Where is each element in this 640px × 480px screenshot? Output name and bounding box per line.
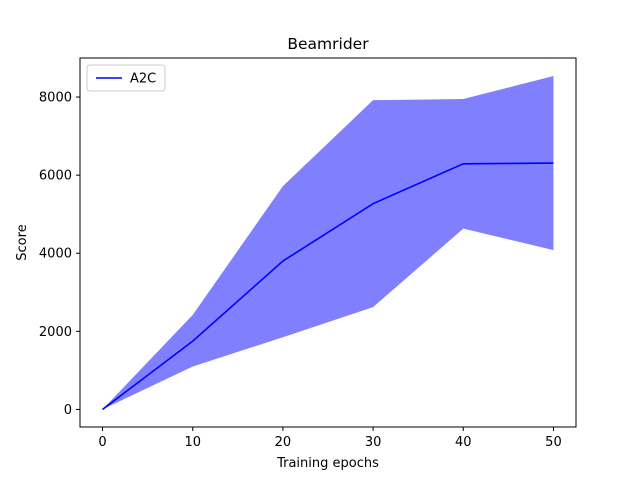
x-axis-ticks: 0 10 20 30 40 50 [98, 427, 562, 450]
y-tick-label: 4000 [39, 247, 72, 262]
x-tick-label: 30 [365, 435, 382, 450]
y-tick-label: 8000 [39, 91, 72, 106]
legend-box [86, 64, 166, 92]
legend-label-a2c: A2C [130, 72, 156, 87]
axes-frame [79, 57, 577, 428]
x-tick-label: 40 [455, 435, 472, 450]
series-line-a2c [102, 162, 554, 411]
chart-title: Beamrider [287, 35, 369, 53]
x-tick-label: 10 [184, 435, 201, 450]
y-tick-label: 0 [64, 403, 72, 418]
y-tick-label: 2000 [39, 325, 72, 340]
x-tick-label: 20 [275, 435, 292, 450]
confidence-band [102, 75, 554, 410]
y-axis-ticks: 0 2000 4000 6000 8000 [39, 91, 80, 418]
x-tick-label: 0 [98, 435, 106, 450]
y-tick-label: 6000 [39, 169, 72, 184]
y-axis-label: Score [15, 224, 30, 260]
legend: A2C [86, 64, 166, 92]
x-tick-label: 50 [545, 435, 562, 450]
x-axis-label: Training epochs [276, 456, 379, 471]
plot-area [102, 75, 554, 411]
